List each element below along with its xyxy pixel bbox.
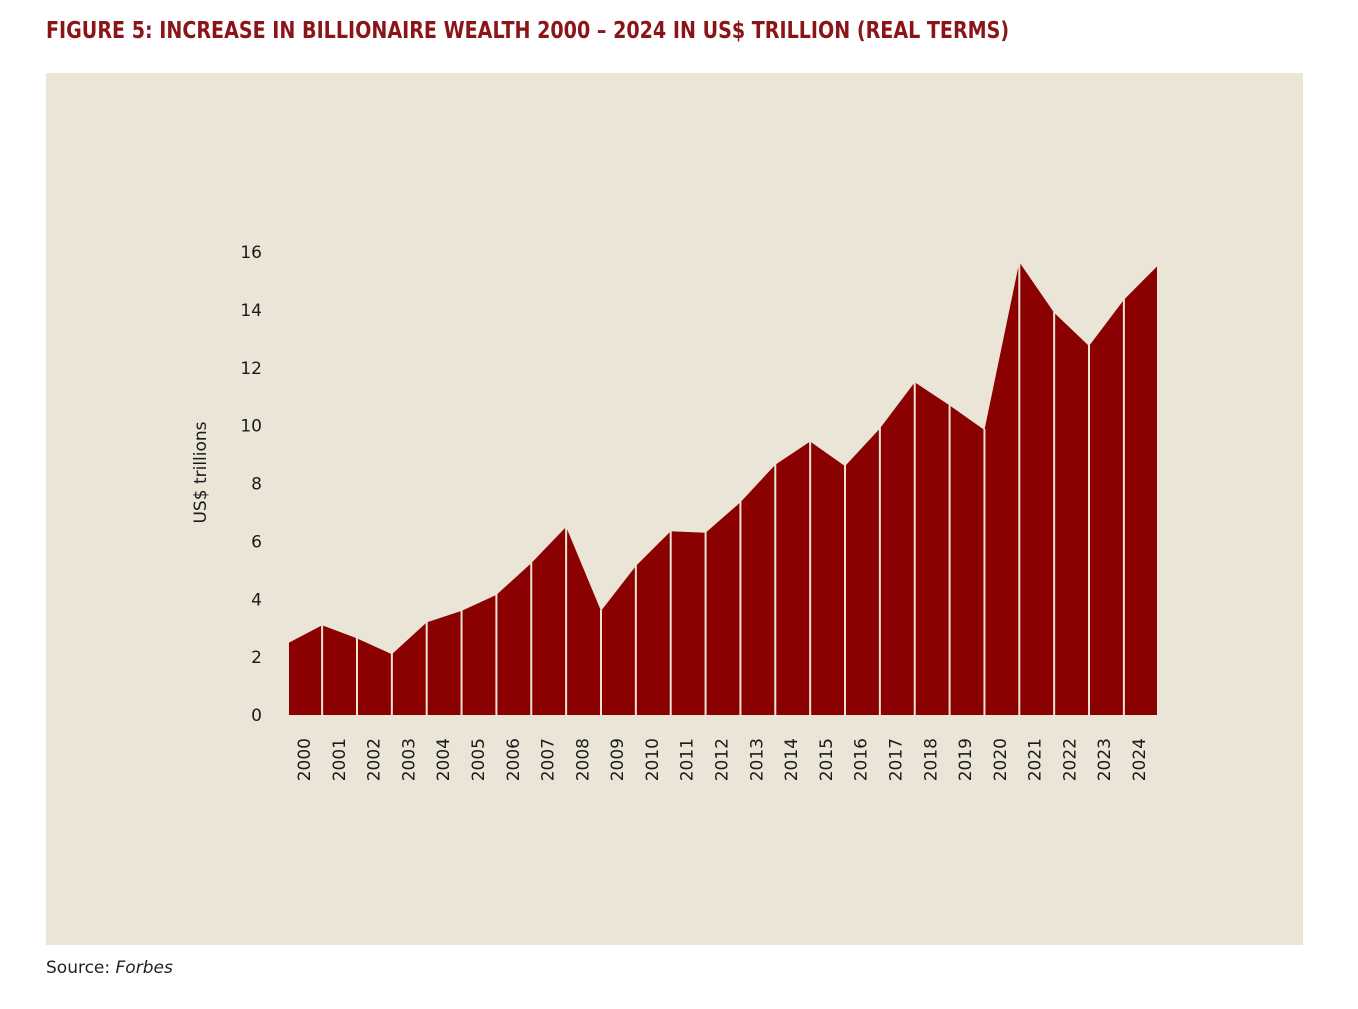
- y-tick-label: 8: [251, 475, 262, 495]
- x-tick-label: 2005: [469, 738, 489, 781]
- x-tick-label: 2022: [1060, 738, 1080, 781]
- y-axis-title: US$ trillions: [191, 421, 211, 523]
- x-tick-label: 2013: [747, 738, 767, 781]
- x-tick-label: 2006: [504, 738, 524, 781]
- x-tick-label: 2020: [991, 738, 1011, 781]
- y-tick-label: 14: [240, 301, 262, 321]
- x-axis-ticks: 2000 2001 2002 2003 2004 2005 2006 2007 2008 2009…: [295, 738, 1150, 781]
- x-tick-label: 2016: [852, 738, 872, 781]
- x-tick-label: 2011: [678, 738, 698, 781]
- y-tick-label: 0: [251, 706, 262, 726]
- x-tick-label: 2009: [608, 738, 628, 781]
- x-tick-label: 2019: [956, 738, 976, 781]
- x-tick-label: 2008: [573, 738, 593, 781]
- y-axis-ticks: 0 2 4 6 8 10 12 14 16: [240, 243, 262, 726]
- x-tick-label: 2024: [1130, 738, 1150, 781]
- x-tick-label: 2000: [295, 738, 315, 781]
- source-name: Forbes: [115, 958, 173, 978]
- y-tick-label: 2: [251, 648, 262, 668]
- x-tick-label: 2012: [713, 738, 733, 781]
- source-label: Source:: [46, 958, 111, 978]
- x-tick-label: 2002: [365, 738, 385, 781]
- x-tick-label: 2010: [643, 738, 663, 781]
- y-tick-label: 4: [251, 590, 262, 610]
- x-tick-label: 2023: [1095, 738, 1115, 781]
- source-note: Source: Forbes: [46, 958, 173, 978]
- x-tick-label: 2018: [921, 738, 941, 781]
- wealth-area: [289, 262, 1157, 715]
- chart-panel: 0 2 4 6 8 10 12 14 16 2000 2001 2002 2003 2004 2005 20…: [46, 73, 1303, 945]
- x-tick-label: 2007: [539, 738, 559, 781]
- y-tick-label: 10: [240, 417, 262, 437]
- x-tick-label: 2017: [886, 738, 906, 781]
- x-tick-label: 2001: [330, 738, 350, 781]
- x-tick-label: 2014: [782, 738, 802, 781]
- x-tick-label: 2003: [399, 738, 419, 781]
- x-tick-label: 2015: [817, 738, 837, 781]
- x-tick-label: 2021: [1026, 738, 1046, 781]
- area-layer: [289, 262, 1157, 715]
- separator-layer: [321, 261, 1125, 716]
- y-tick-label: 6: [251, 532, 262, 552]
- figure-title: FIGURE 5: INCREASE IN BILLIONAIRE WEALTH…: [46, 18, 1010, 44]
- y-tick-label: 12: [240, 359, 262, 379]
- y-tick-label: 16: [240, 243, 262, 263]
- x-tick-label: 2004: [434, 738, 454, 781]
